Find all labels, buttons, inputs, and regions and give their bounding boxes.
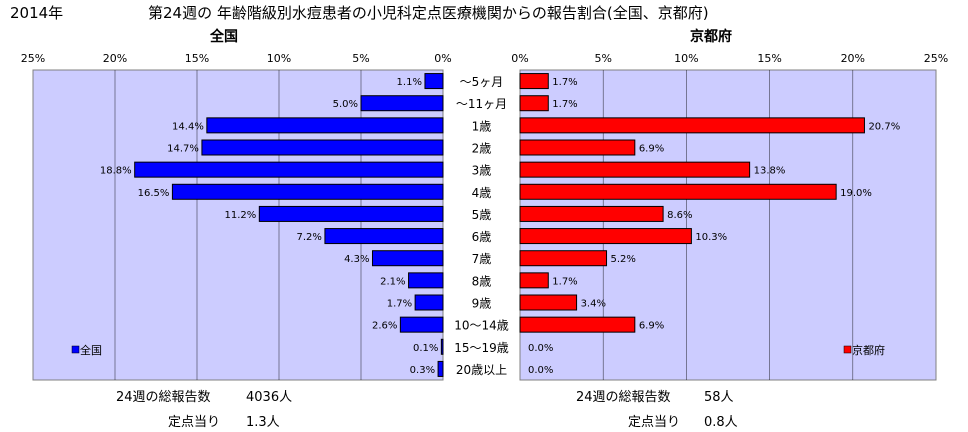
right-bar-value-label: 19.0% [840,188,872,199]
left-axis-tick-label: 25% [21,52,45,65]
left-bar [258,205,444,222]
left-axis-tick-label: 0% [434,52,451,65]
right-bar-value-label: 5.2% [611,254,636,265]
right-bar [519,228,692,245]
left-bar-value-label: 1.7% [387,299,412,310]
right-bar-value-label: 8.6% [667,210,692,221]
right-per-label: 定点当り [628,415,681,430]
right-legend-swatch [843,345,852,354]
left-axis-tick-label: 5% [352,52,369,65]
left-bar [360,95,444,112]
left-bar-value-label: 18.8% [100,166,132,177]
right-bar-value-label: 1.7% [552,77,577,88]
right-bar-value-label: 0.0% [528,343,553,354]
left-bar-value-label: 1.1% [397,77,422,88]
right-bar-value-label: 6.9% [639,144,664,155]
left-bar-value-label: 16.5% [138,188,170,199]
right-panel-title: 京都府 [690,29,732,45]
left-bar [324,228,444,245]
left-bar [371,250,444,267]
category-label: 15〜19歳 [454,341,509,355]
left-legend-label: 全国 [80,343,102,357]
right-bar-value-label: 3.4% [581,299,606,310]
right-bar [519,117,865,134]
left-bar-value-label: 2.6% [372,321,397,332]
right-axis-tick-label: 5% [594,52,611,65]
right-bar [519,95,549,112]
right-axis-tick-label: 0% [511,52,528,65]
right-axis-tick-label: 25% [924,52,948,65]
left-bar-value-label: 14.7% [167,144,199,155]
category-label: 6歳 [472,230,492,244]
right-per-value: 0.8人 [704,415,738,430]
category-label: 〜5ヶ月 [460,75,504,89]
category-label: 4歳 [472,186,492,200]
year-label: 2014年 [10,4,64,22]
category-label: 2歳 [472,142,492,156]
right-bar [519,250,608,267]
left-plot-area [32,69,444,381]
right-plot-area [519,69,937,381]
left-bar [201,139,444,156]
right-bar-value-label: 6.9% [639,321,664,332]
right-bar [519,205,664,222]
right-axis-tick-label: 20% [841,52,865,65]
left-bar [399,316,444,333]
right-bar [519,139,636,156]
right-bar [519,272,549,289]
left-axis-tick-label: 15% [185,52,209,65]
left-bar [414,294,444,311]
left-bar-value-label: 5.0% [333,99,358,110]
right-axis-tick-label: 10% [674,52,698,65]
left-bar-value-label: 0.3% [410,365,435,376]
category-label: 8歳 [472,274,492,288]
left-bar [171,183,444,200]
left-axis-tick-label: 20% [103,52,127,65]
right-bar-value-label: 0.0% [528,365,553,376]
left-bar [408,272,444,289]
left-legend-swatch [71,345,80,354]
right-bar [519,183,837,200]
left-bar [440,338,444,355]
left-bar-value-label: 0.1% [413,343,438,354]
category-label: 1歳 [472,119,492,133]
category-label: 7歳 [472,252,492,266]
left-bar-value-label: 7.2% [297,232,322,243]
category-label: 5歳 [472,208,492,222]
right-bar [519,161,751,178]
right-bar [519,294,578,311]
left-bar [134,161,444,178]
left-total-label: 24週の総報告数 [116,390,211,405]
right-total-value: 58人 [704,390,734,405]
right-bar-value-label: 10.3% [695,232,727,243]
category-label: 〜11ヶ月 [456,97,507,111]
right-bar-value-label: 1.7% [552,99,577,110]
left-per-label: 定点当り [168,415,221,430]
left-total-value: 4036人 [246,390,293,405]
category-label: 9歳 [472,297,492,311]
right-bar [519,316,636,333]
right-axis-tick-label: 15% [757,52,781,65]
left-bar [206,117,444,134]
left-per-value: 1.3人 [246,415,280,430]
left-bar [437,360,444,377]
right-bar-value-label: 13.8% [754,166,786,177]
category-label: 3歳 [472,164,492,178]
left-bar-value-label: 14.4% [172,121,204,132]
left-bar-value-label: 11.2% [225,210,257,221]
chart-title: 第24週の 年齢階級別水痘患者の小児科定点医療機関からの報告割合(全国、京都府) [148,4,709,22]
left-bar-value-label: 4.3% [344,254,369,265]
right-legend-label: 京都府 [852,343,885,357]
left-panel-title: 全国 [210,29,238,45]
category-label: 10〜14歳 [454,319,509,333]
left-bar [424,73,444,90]
right-bar-value-label: 20.7% [868,121,900,132]
left-axis-tick-label: 10% [267,52,291,65]
right-bar-value-label: 1.7% [552,276,577,287]
right-bar [519,73,549,90]
category-label: 20歳以上 [456,363,507,377]
left-bar-value-label: 2.1% [380,276,405,287]
right-total-label: 24週の総報告数 [576,390,671,405]
